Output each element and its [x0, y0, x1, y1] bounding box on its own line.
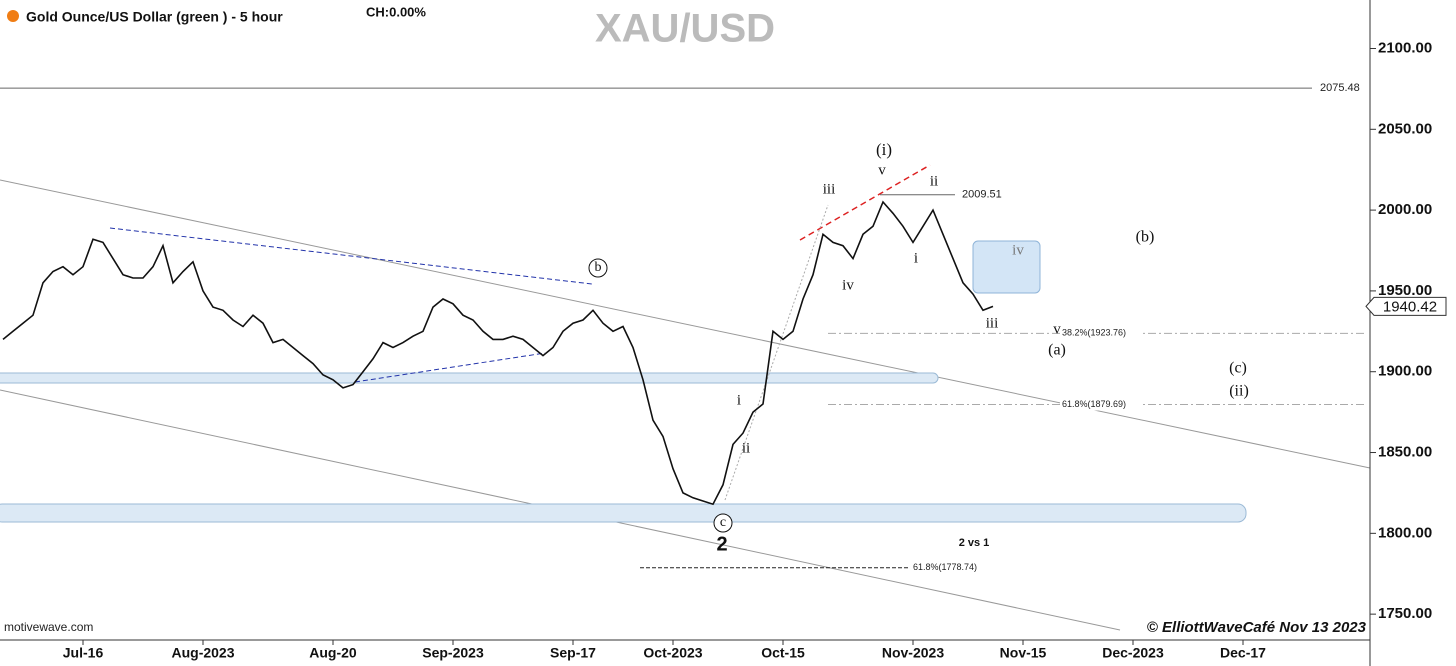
wave-label: ii: [930, 173, 938, 189]
source-label: motivewave.com: [4, 620, 93, 634]
wave-label: i: [737, 392, 741, 408]
change-label: CH:0.00%: [366, 4, 426, 19]
trend-line: [799, 164, 931, 241]
wave-label: i: [914, 250, 918, 266]
wave-circle: [588, 258, 608, 278]
wave-label: (a): [1048, 342, 1066, 359]
level-label-bg: [1060, 327, 1142, 340]
price-flag: [1365, 296, 1447, 316]
wave-label: ii: [742, 440, 750, 456]
x-tick-label: Sep-17: [550, 645, 596, 661]
legend-dot: [7, 10, 19, 22]
wave-label: 2: [716, 533, 727, 555]
level-label: 61.8%(1778.74): [913, 562, 977, 572]
wave-label: (b): [1136, 229, 1155, 246]
wave-label: (i): [876, 140, 892, 159]
y-tick-label: 1900.00: [1378, 363, 1432, 380]
instrument-label: Gold Ounce/US Dollar (green ) - 5 hour: [26, 9, 283, 25]
channel-line: [0, 179, 1371, 469]
x-tick-label: Nov-2023: [882, 645, 944, 661]
wave-label: (ii): [1229, 383, 1249, 400]
wave-label: v: [878, 162, 886, 178]
x-tick-label: Dec-17: [1220, 645, 1266, 661]
y-tick-label: 1950.00: [1378, 282, 1432, 299]
wave-guide: [724, 204, 829, 501]
x-tick-label: Aug-20: [309, 645, 357, 661]
level-label: 2075.48: [1320, 82, 1360, 94]
price-line: [2, 200, 994, 506]
x-tick-label: Sep-2023: [422, 645, 484, 661]
x-tick-label: Oct-15: [761, 645, 805, 661]
level-label: 2009.51: [962, 189, 1002, 201]
level-label: 61.8%(1879.69): [1062, 399, 1126, 409]
y-tick-label: 2050.00: [1378, 120, 1432, 137]
wave-label: iii: [823, 181, 836, 197]
wave-label: iii: [986, 315, 999, 331]
x-tick-label: Dec-2023: [1102, 645, 1164, 661]
chart-title: XAU/USD: [595, 7, 775, 51]
level-label: 38.2%(1923.76): [1062, 328, 1126, 338]
wave-label: c: [720, 515, 726, 530]
support-zone: [0, 372, 939, 384]
y-tick-label: 1750.00: [1378, 605, 1432, 622]
x-tick-label: Oct-2023: [643, 645, 702, 661]
target-box: [972, 240, 1041, 294]
trend-line: [354, 352, 546, 383]
wave-label: 2 vs 1: [959, 537, 990, 549]
y-tick-label: 1850.00: [1378, 443, 1432, 460]
wave-label: v: [1053, 321, 1061, 337]
x-tick-label: Aug-2023: [171, 645, 234, 661]
price-flag-label: 1940.42: [1383, 298, 1437, 315]
x-tick-label: Jul-16: [63, 645, 104, 661]
wave-label: (c): [1229, 360, 1247, 377]
wave-label: iv: [1012, 242, 1024, 258]
credit-label: © ElliottWaveCafé Nov 13 2023: [1147, 619, 1367, 636]
support-zone: [0, 503, 1247, 523]
wave-label: iv: [842, 277, 854, 293]
y-tick-label: 2000.00: [1378, 201, 1432, 218]
wave-label: b: [595, 260, 602, 275]
y-tick-label: 2100.00: [1378, 39, 1432, 56]
trend-line: [109, 227, 593, 285]
level-label-bg: [1060, 398, 1142, 411]
wave-circle: [713, 513, 733, 533]
x-tick-label: Nov-15: [1000, 645, 1047, 661]
y-tick-label: 1800.00: [1378, 524, 1432, 541]
